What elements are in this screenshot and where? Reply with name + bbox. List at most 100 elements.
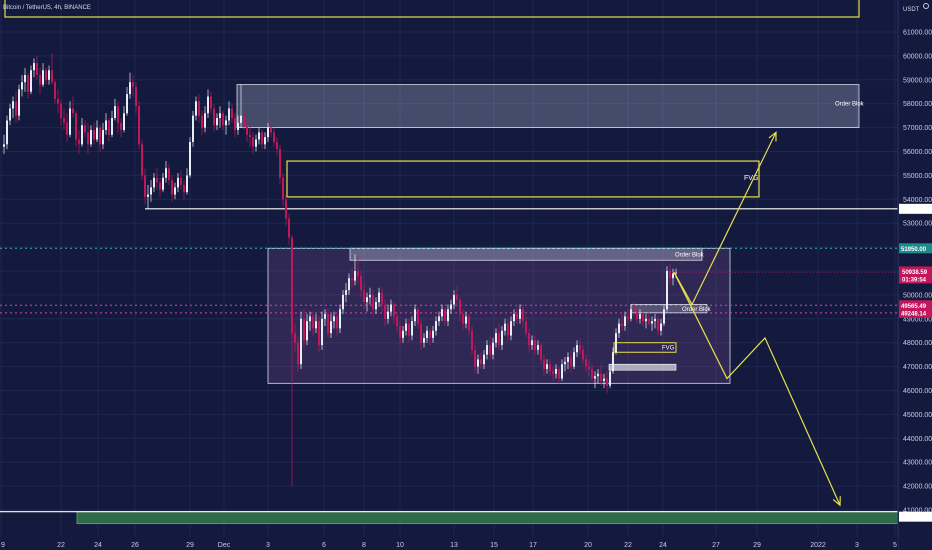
settings-icon[interactable] <box>923 3 929 9</box>
fvg-top-label: FVG <box>744 175 758 182</box>
candle-body <box>372 294 374 310</box>
candle-body <box>408 323 410 336</box>
candle-body <box>78 139 80 145</box>
time-tick-label: 22 <box>624 542 632 549</box>
candle-body <box>477 359 479 367</box>
candle-body <box>72 108 74 114</box>
candle-body <box>54 82 56 99</box>
candle-body <box>504 323 506 331</box>
time-tick-label: 3 <box>855 542 859 549</box>
candle-body <box>174 187 176 195</box>
candle-body <box>249 134 251 138</box>
candle-body <box>423 337 425 343</box>
candle-body <box>255 139 257 147</box>
candle-body <box>99 127 101 145</box>
candle-body <box>228 108 230 121</box>
candle-body <box>669 271 671 279</box>
candle-body <box>636 311 638 319</box>
candle-body <box>216 118 218 126</box>
candle-body <box>288 218 290 238</box>
bottom-price-tag-bg <box>899 511 932 522</box>
price-tick-label: 42000.00 <box>903 484 932 491</box>
candle-body <box>120 122 122 130</box>
candle-body <box>624 316 626 326</box>
price-tick-label: 48000.00 <box>903 340 932 347</box>
candle-body <box>222 113 224 126</box>
candle-body <box>159 182 161 190</box>
order-blok-right-label: Order Blok <box>682 307 712 313</box>
candle-body <box>492 342 494 355</box>
candle-body <box>558 368 560 379</box>
candle-body <box>342 294 344 310</box>
candle-body <box>447 309 449 322</box>
candle-body <box>591 368 593 379</box>
candle-body <box>660 323 662 331</box>
price-tick-label: 49000.00 <box>903 316 932 323</box>
top-fvg-box <box>4 0 860 18</box>
magenta-price-tag-2: 49248.14 <box>901 311 927 317</box>
candle-body <box>318 321 320 346</box>
countdown-label: 01:39:54 <box>902 277 927 283</box>
candle-body <box>495 333 497 343</box>
arrowhead-bullish <box>768 131 777 142</box>
candle-body <box>156 177 158 183</box>
candle-body <box>297 342 299 365</box>
price-tick-label: 44000.00 <box>903 436 932 443</box>
time-tick-label: 3 <box>266 542 270 549</box>
candle-body <box>51 70 53 83</box>
candle-body <box>639 314 641 319</box>
candle-body <box>363 290 365 303</box>
candle-body <box>612 352 614 372</box>
price-axis[interactable]: 61000.00 60000.00 59000.00 58000.00 57000.00… <box>899 30 932 522</box>
candle-body <box>369 294 371 298</box>
candle-body <box>150 187 152 195</box>
candle-body <box>261 132 263 145</box>
price-tick-label: 61000.00 <box>903 30 932 37</box>
candle-body <box>441 309 443 317</box>
candle-body <box>381 292 383 305</box>
candle-body <box>483 354 485 365</box>
candle-body <box>615 333 617 353</box>
candle-body <box>378 292 380 303</box>
candle-body <box>141 144 143 176</box>
candle-body <box>105 120 107 130</box>
candle-body <box>570 357 572 367</box>
candle-body <box>576 345 578 353</box>
candle-body <box>555 368 557 374</box>
candle-body <box>654 318 656 322</box>
candle-body <box>231 108 233 119</box>
candle-body <box>438 316 440 322</box>
candle-body <box>126 94 128 114</box>
candle-body <box>237 122 239 130</box>
candle-body <box>66 122 68 135</box>
candle-body <box>201 115 203 128</box>
candle-body <box>306 321 308 341</box>
candle-body <box>96 127 98 140</box>
candle-body <box>630 309 632 319</box>
candle-body <box>414 309 416 322</box>
time-tick-label: 5 <box>893 542 897 549</box>
last-price-label: 50938.59 <box>902 270 928 276</box>
candle-body <box>384 304 386 319</box>
candle-body <box>225 120 227 126</box>
candle-body <box>321 318 323 346</box>
time-axis-panel[interactable] <box>0 537 898 550</box>
candle-body <box>489 345 491 355</box>
candle-body <box>198 101 200 116</box>
candle-body <box>672 273 674 279</box>
candle-body <box>540 345 542 360</box>
candle-body <box>276 141 278 150</box>
time-axis[interactable]: 9 22 24 26 29 Dec 3 6 8 10 13 15 17 20 22 24 27 29 2022 3 5 <box>1 542 897 549</box>
candle-body <box>219 113 221 119</box>
candle-body <box>501 330 503 346</box>
time-tick-label: 15 <box>490 542 498 549</box>
candle-body <box>39 75 41 85</box>
candle-body <box>186 175 188 193</box>
candle-body <box>300 318 302 365</box>
price-tick-label: 57000.00 <box>903 125 932 132</box>
candle-body <box>93 129 95 140</box>
candle-body <box>561 364 563 379</box>
candle-body <box>642 314 644 322</box>
time-tick-label: Dec <box>218 542 231 549</box>
